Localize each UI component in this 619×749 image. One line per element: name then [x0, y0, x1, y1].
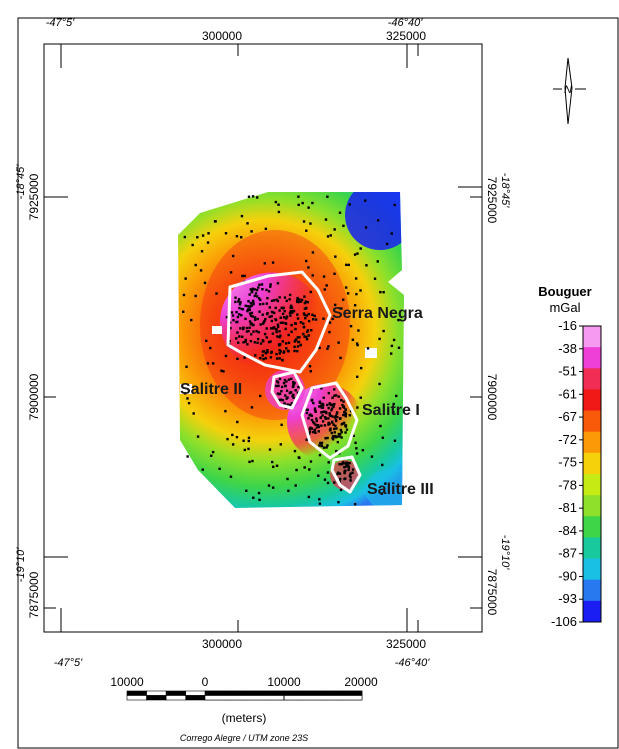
legend-tick-label: -106	[551, 614, 577, 629]
legend-tick-label: -51	[558, 364, 577, 379]
scale-label-left: 10000	[110, 675, 144, 689]
legend-color-0	[583, 326, 601, 348]
utm-x-label-bottom-300000: 300000	[202, 637, 242, 651]
legend-title: Bouguer	[538, 284, 591, 299]
legend-tick-label: -87	[558, 546, 577, 561]
utm-y-label-right-7900000: 7900000	[485, 374, 499, 421]
lat-label-left-north: -18°45'	[15, 164, 27, 200]
lat-label-left-south: -19°10'	[15, 547, 27, 583]
utm-x-label-top-325000: 325000	[386, 29, 426, 43]
legend-color-2	[583, 368, 601, 390]
legend-tick-label: -16	[558, 318, 577, 333]
label-salitre-i: Salitre I	[362, 402, 420, 419]
lat-label-right-north: -18°45'	[499, 173, 511, 209]
utm-x-label-bottom-325000: 325000	[386, 637, 426, 651]
lon-label-bottom-east: -46°40'	[395, 657, 431, 669]
lon-label-top-east: -46°40'	[388, 17, 424, 29]
legend-color-7	[583, 474, 601, 496]
legend: Bouguer mGal -16 -38 -51 -61 -67 -72 -75 -78 -81…	[538, 284, 601, 629]
label-salitre-ii: Salitre II	[180, 381, 242, 398]
legend-tick-label: -67	[558, 409, 577, 424]
legend-tick-label: -38	[558, 341, 577, 356]
scale-label-20000: 20000	[344, 675, 378, 689]
legend-color-3	[583, 389, 601, 411]
legend-tick-label: -81	[558, 500, 577, 515]
legend-color-13	[583, 601, 601, 623]
utm-x-label-top-300000: 300000	[202, 29, 242, 43]
legend-tick-label: -78	[558, 477, 577, 492]
label-salitre-iii: Salitre III	[367, 481, 434, 498]
north-arrow: N	[553, 58, 586, 124]
legend-color-5	[583, 432, 601, 454]
scale-bar: 10000 0 10000 20000 (meters) Corrego Ale…	[110, 675, 378, 743]
legend-color-8	[583, 495, 601, 517]
utm-y-label-right-7875000: 7875000	[485, 569, 499, 616]
legend-tick-label: -75	[558, 455, 577, 470]
legend-color-12	[583, 580, 601, 602]
scale-label-zero: 0	[202, 675, 209, 689]
legend-color-6	[583, 453, 601, 475]
projection-label: Corrego Alegre / UTM zone 23S	[180, 733, 308, 743]
label-serra-negra: Serra Negra	[332, 305, 423, 322]
north-arrow-label: N	[564, 84, 572, 96]
utm-y-label-left-7900000: 7900000	[27, 373, 41, 420]
utm-y-label-left-7925000: 7925000	[27, 173, 41, 220]
legend-color-11	[583, 559, 601, 581]
legend-tick-label: -84	[558, 523, 577, 538]
legend-color-10	[583, 537, 601, 559]
scale-unit: (meters)	[222, 711, 267, 725]
legend-tick-label: -90	[558, 568, 577, 583]
legend-unit: mGal	[549, 300, 580, 315]
scale-label-10000: 10000	[267, 675, 301, 689]
lon-label-top-west: -47°5'	[46, 17, 75, 29]
utm-y-label-right-7925000: 7925000	[485, 177, 499, 224]
legend-tick-label: -61	[558, 386, 577, 401]
utm-y-label-left-7875000: 7875000	[27, 571, 41, 618]
lat-label-right-south: -19°10'	[499, 535, 511, 571]
legend-color-9	[583, 516, 601, 538]
legend-tick-label: -93	[558, 591, 577, 606]
lon-label-bottom-west: -47°5'	[54, 657, 83, 669]
legend-color-1	[583, 347, 601, 369]
legend-color-4	[583, 411, 601, 433]
legend-tick-label: -72	[558, 432, 577, 447]
